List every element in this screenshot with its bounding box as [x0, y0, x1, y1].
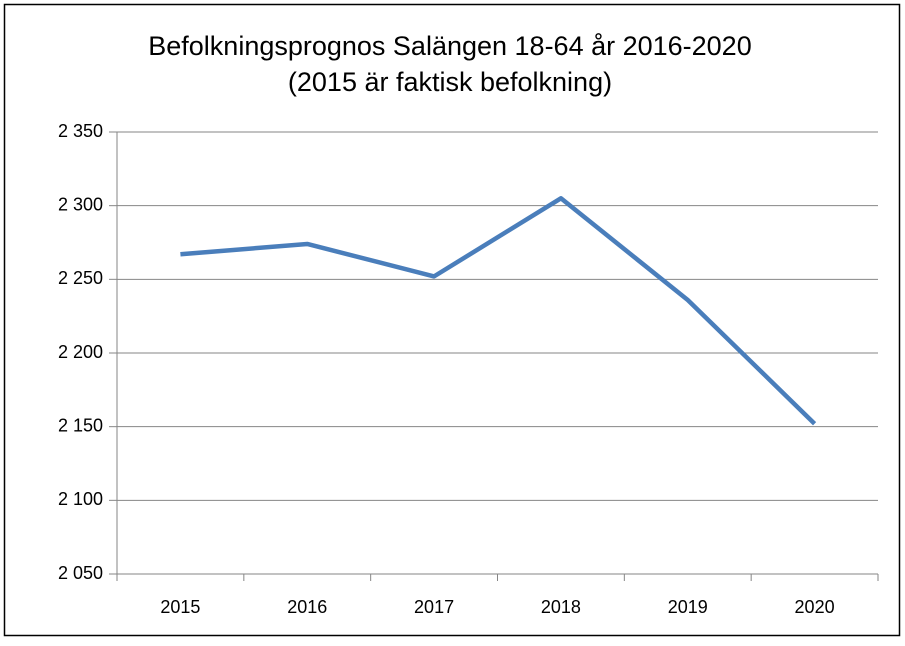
y-tick-label: 2 350: [58, 121, 103, 141]
y-tick-label: 2 300: [58, 194, 103, 214]
y-tick-label: 2 100: [58, 489, 103, 509]
data-line: [180, 196, 817, 426]
x-tick-label: 2017: [414, 597, 454, 617]
y-tick-label: 2 150: [58, 415, 103, 435]
x-tick-label: 2015: [160, 597, 200, 617]
y-tick-label: 2 250: [58, 268, 103, 288]
chart-border: [3, 3, 901, 637]
x-tick-label: 2019: [668, 597, 708, 617]
x-tick-label: 2016: [287, 597, 327, 617]
y-tick-label: 2 050: [58, 563, 103, 583]
x-tick-label: 2018: [541, 597, 581, 617]
y-tick-label: 2 200: [58, 342, 103, 362]
chart-title: Befolkningsprognos Salängen 18-64 år 201…: [148, 31, 752, 97]
x-tick-label: 2020: [795, 597, 835, 617]
